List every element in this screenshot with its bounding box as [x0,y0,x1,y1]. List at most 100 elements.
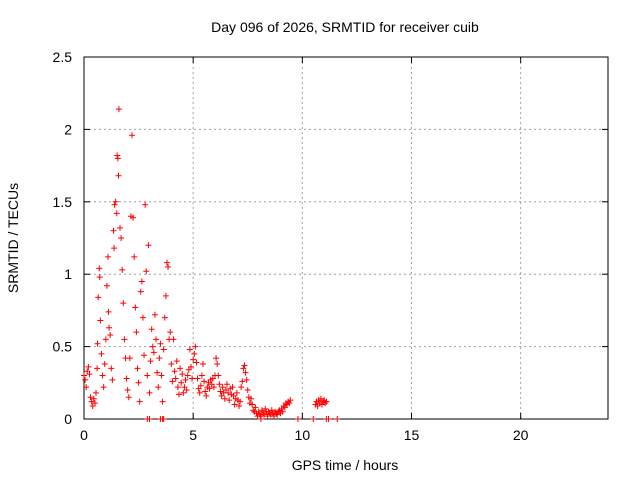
data-point [193,359,200,366]
y-tick-label: 1 [64,266,72,282]
data-point [215,372,222,379]
data-point [139,314,146,321]
data-point [158,372,165,379]
plot-frame [83,56,609,420]
data-point [160,416,167,422]
data-point [146,416,153,422]
data-point [138,278,145,285]
data-point [191,350,198,357]
data-point [325,416,332,422]
y-tick-label: 2.5 [53,49,73,65]
data-point [172,375,179,382]
data-point [85,363,92,370]
data-point [213,355,220,362]
data-point [274,411,281,418]
data-point [151,311,158,318]
x-ticks: 0 5 10 15 20 [80,57,529,443]
data-point [180,389,187,396]
data-point [106,324,113,331]
data-point [174,384,181,391]
data-point [192,343,199,350]
data-point [221,395,228,402]
data-point [163,259,170,266]
data-point [294,416,301,422]
y-tick-label: 1.5 [53,194,73,210]
data-point [286,400,293,407]
data-point [224,381,231,388]
data-point [201,378,208,385]
data-point [179,371,186,378]
data-point [149,343,156,350]
data-point [156,355,163,362]
data-point [93,389,100,396]
data-point [117,224,124,231]
data-point [157,340,164,347]
data-point [123,375,130,382]
data-point [260,410,267,417]
data-point [202,388,209,395]
data-point [175,391,182,398]
data-point [236,402,243,409]
data-point [121,336,128,343]
data-point [334,416,341,422]
data-point [206,385,213,392]
x-tick-label: 10 [295,427,311,443]
data-point [102,336,109,343]
data-point [155,384,162,391]
data-point [137,288,144,295]
data-point [108,365,115,372]
data-points [81,106,341,422]
data-point [119,266,126,273]
data-point [91,400,98,407]
data-point [198,372,205,379]
data-point [111,201,118,208]
x-tick-label: 15 [404,427,420,443]
data-point [154,369,161,376]
data-point [99,372,106,379]
data-point [186,346,193,353]
data-point [145,242,152,249]
data-point [112,198,119,205]
data-point [216,381,223,388]
data-point [125,394,132,401]
data-point [310,416,317,422]
data-point [203,392,210,399]
data-point [171,368,178,375]
x-axis-label: GPS time / hours [292,457,399,473]
y-ticks: 0 0.5 1 1.5 2 2.5 [53,49,608,427]
data-point [242,369,249,376]
data-point [90,395,97,402]
data-point [134,365,141,372]
data-point [111,245,118,252]
data-point [101,360,108,367]
data-point [136,398,143,405]
data-point [126,355,133,362]
data-point [318,401,325,408]
data-point [120,300,127,307]
data-point [240,365,247,372]
data-point [194,375,201,382]
data-point [141,352,148,359]
data-point [161,314,168,321]
data-point [167,329,174,336]
data-point [100,384,107,391]
data-point [257,416,264,422]
x-tick-label: 0 [80,427,88,443]
data-point [86,371,93,378]
data-point [105,253,112,260]
data-point [115,106,122,113]
data-point [225,389,232,396]
data-point [107,332,114,339]
x-tick-label: 5 [189,427,197,443]
data-point [322,400,329,407]
data-point [83,384,90,391]
data-point [238,384,245,391]
data-point [239,378,246,385]
data-point [237,398,244,405]
data-point [199,360,206,367]
data-point [169,378,176,385]
data-point [124,387,131,394]
data-point [96,265,103,272]
y-tick-label: 0.5 [53,339,73,355]
data-point [197,382,204,389]
